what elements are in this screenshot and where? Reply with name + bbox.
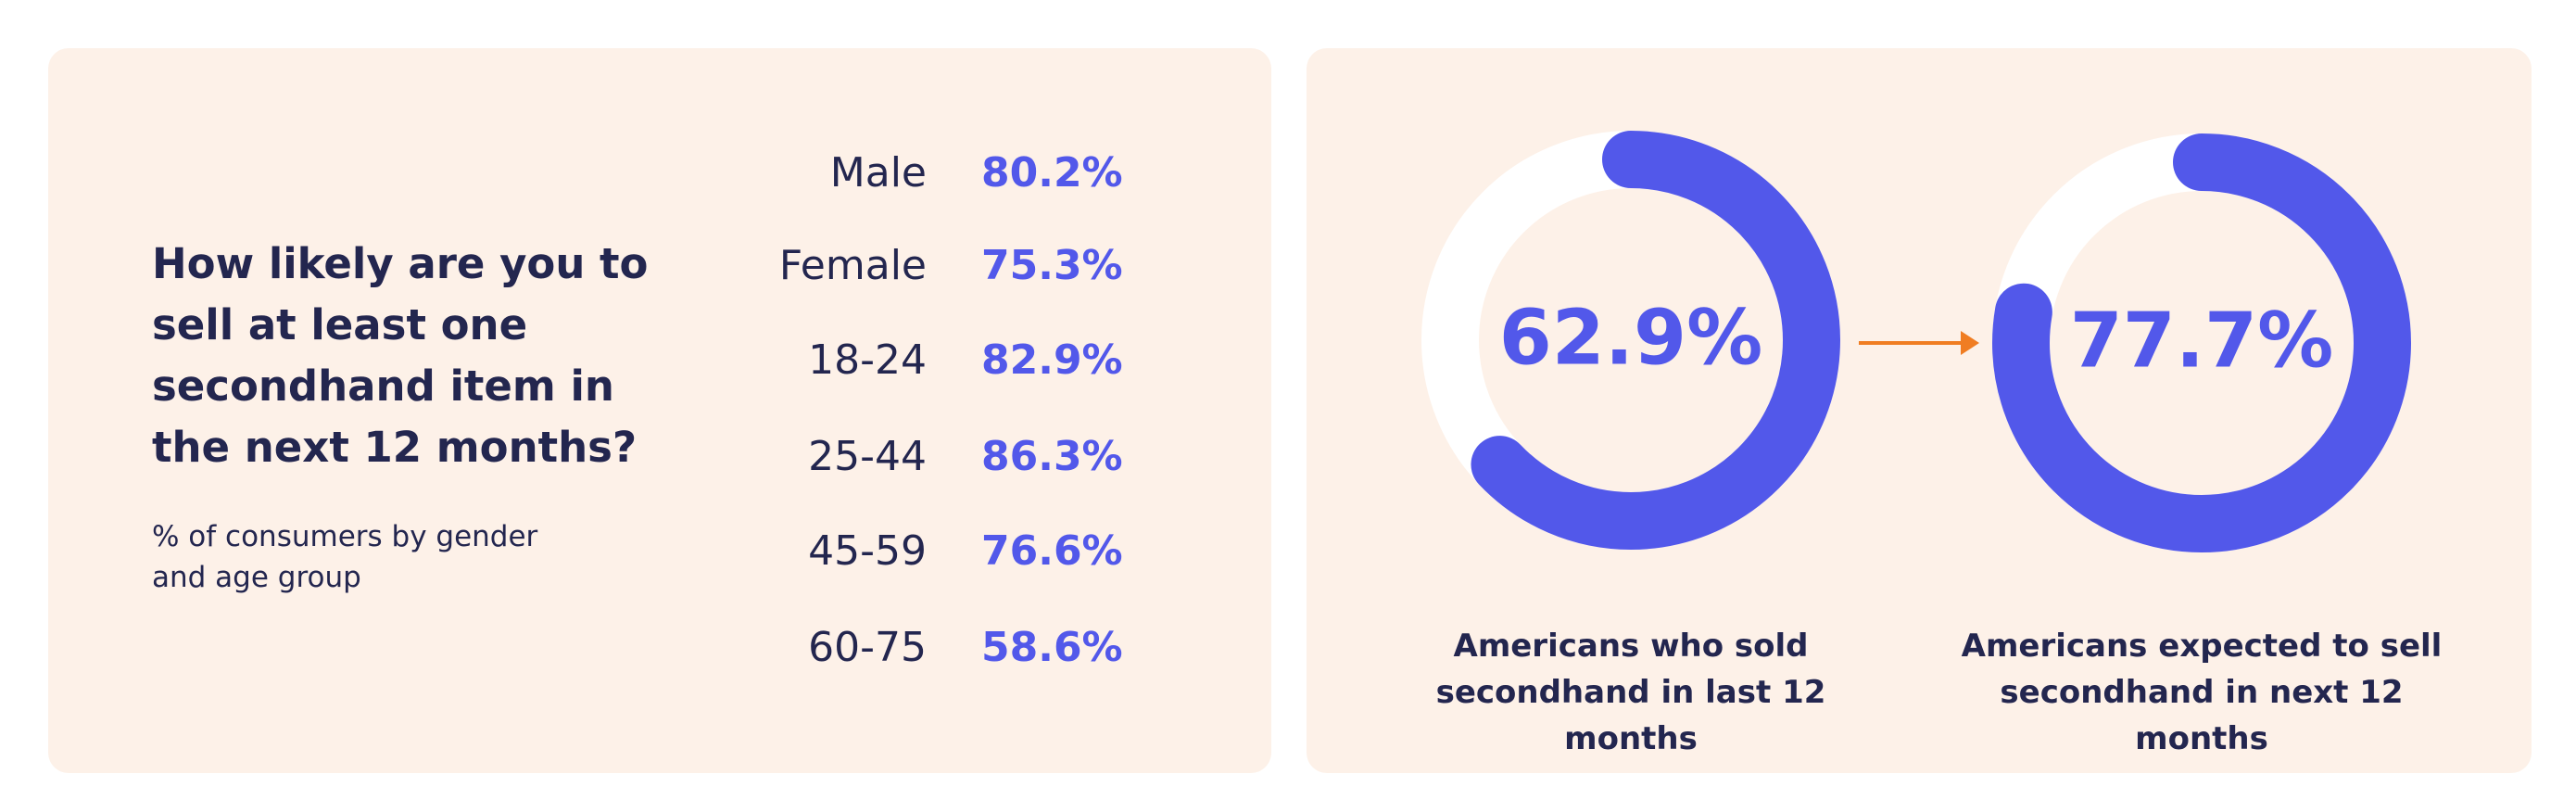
stat-value: 58.6%	[981, 624, 1123, 671]
stat-value: 86.3%	[981, 433, 1123, 480]
donut-panel: 62.9% 77.7% Americans who sold secondhan…	[1307, 48, 2532, 773]
donut-charts: 62.9% 77.7%	[1421, 131, 2411, 552]
donut-arc	[1421, 131, 1840, 550]
donut-caption-sold: Americans who sold secondhand in last 12…	[1435, 628, 1826, 757]
donut-value-label: 62.9%	[1499, 294, 1762, 382]
stat-row-25-44: 25-44 86.3%	[678, 425, 1234, 489]
stat-value: 76.6%	[981, 527, 1123, 575]
stat-row-45-59: 45-59 76.6%	[678, 519, 1234, 584]
stat-label: 60-75	[808, 624, 927, 671]
question-title: How likely are you to sell at least one …	[152, 239, 649, 472]
stat-label: 45-59	[808, 527, 927, 575]
survey-panel: How likely are you to sell at least one …	[48, 48, 1271, 773]
donut-value-label: 77.7%	[2070, 297, 2333, 385]
stat-label: 25-44	[808, 433, 927, 480]
stat-label: Male	[829, 149, 927, 197]
donut-arc	[1992, 133, 2411, 552]
stat-value: 75.3%	[981, 242, 1123, 289]
stat-row-female: Female 75.3%	[678, 234, 1234, 298]
stat-value: 80.2%	[981, 149, 1123, 197]
stat-row-male: Male 80.2%	[678, 141, 1234, 206]
stat-value: 82.9%	[981, 336, 1123, 384]
question-subtitle: % of consumers by gender and age group	[152, 520, 538, 594]
arrow-right-icon	[1859, 331, 1979, 355]
stat-label: Female	[778, 242, 927, 289]
donut-caption-expected: Americans expected to sell secondhand in…	[1961, 628, 2443, 757]
stat-label: 18-24	[808, 336, 927, 384]
donut-expected: 77.7%	[1992, 133, 2411, 552]
stat-row-60-75: 60-75 58.6%	[678, 615, 1234, 680]
stat-row-18-24: 18-24 82.9%	[678, 328, 1234, 393]
donut-sold: 62.9%	[1421, 131, 1840, 550]
